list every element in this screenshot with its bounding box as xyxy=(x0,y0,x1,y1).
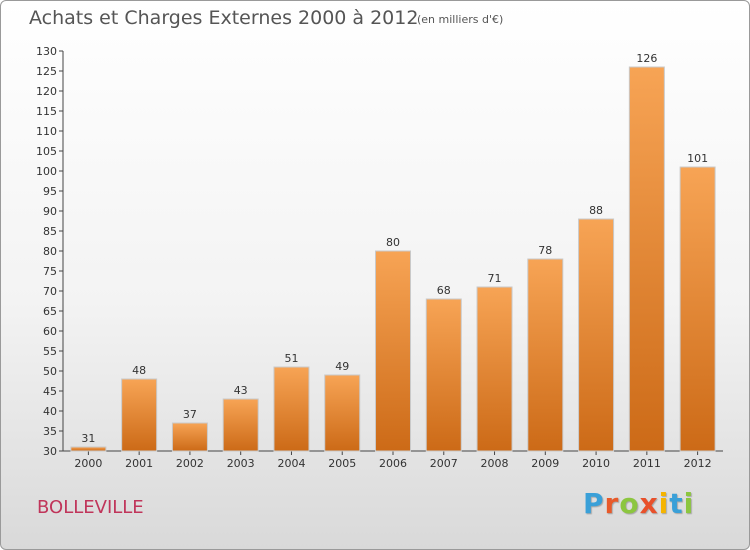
bar xyxy=(679,166,716,452)
logo-letter: i xyxy=(658,487,670,520)
y-tick-label: 85 xyxy=(43,225,57,238)
bar-value-label: 49 xyxy=(335,360,349,373)
bar xyxy=(273,366,310,452)
x-tick-label: 2002 xyxy=(176,457,204,470)
bar-value-label: 88 xyxy=(589,204,603,217)
x-tick-label: 2010 xyxy=(582,457,610,470)
y-tick-label: 130 xyxy=(36,45,57,58)
x-tick-label: 2009 xyxy=(531,457,559,470)
x-tick-label: 2001 xyxy=(125,457,153,470)
bar xyxy=(324,374,361,452)
bar-value-label: 80 xyxy=(386,236,400,249)
y-tick-label: 70 xyxy=(43,285,57,298)
logo-letter: i xyxy=(683,487,695,520)
y-tick-label: 30 xyxy=(43,445,57,458)
bar-value-label: 78 xyxy=(538,244,552,257)
commune-name: BOLLEVILLE xyxy=(37,497,144,518)
bar-value-label: 43 xyxy=(234,384,248,397)
y-tick-label: 115 xyxy=(36,105,57,118)
y-tick-label: 90 xyxy=(43,205,57,218)
chart-subtitle: (en milliers d'€) xyxy=(417,13,504,26)
y-tick-label: 55 xyxy=(43,345,57,358)
y-tick-label: 65 xyxy=(43,305,57,318)
y-tick-label: 50 xyxy=(43,365,57,378)
y-tick-label: 95 xyxy=(43,185,57,198)
bar xyxy=(578,218,615,452)
chart-title: Achats et Charges Externes 2000 à 2012 xyxy=(29,7,419,29)
logo-letter: o xyxy=(619,487,640,520)
x-tick-label: 2000 xyxy=(74,457,102,470)
logo-letter: t xyxy=(669,487,684,520)
y-tick-label: 75 xyxy=(43,265,57,278)
bar-value-label: 37 xyxy=(183,408,197,421)
bar xyxy=(375,250,411,452)
bar-value-label: 48 xyxy=(132,364,146,377)
x-tick-label: 2003 xyxy=(227,457,255,470)
bar xyxy=(425,298,462,452)
bar-value-label: 126 xyxy=(636,52,657,65)
x-tick-label: 2012 xyxy=(684,457,712,470)
x-tick-label: 2011 xyxy=(633,457,661,470)
logo-letter: r xyxy=(604,487,620,520)
bar xyxy=(222,398,259,452)
bar xyxy=(476,286,513,452)
bar xyxy=(527,258,564,452)
x-tick-label: 2008 xyxy=(481,457,509,470)
x-tick-label: 2004 xyxy=(277,457,305,470)
bar xyxy=(628,66,665,452)
bar-value-label: 31 xyxy=(81,432,95,445)
x-tick-label: 2005 xyxy=(328,457,356,470)
y-tick-label: 120 xyxy=(36,85,57,98)
bar xyxy=(171,422,208,452)
proxiti-logo: Proxiti xyxy=(583,487,694,520)
y-tick-label: 60 xyxy=(43,325,57,338)
x-tick-label: 2006 xyxy=(379,457,407,470)
y-tick-label: 35 xyxy=(43,425,57,438)
bar-value-label: 68 xyxy=(437,284,451,297)
bar xyxy=(70,446,107,452)
y-tick-label: 80 xyxy=(43,245,57,258)
y-tick-label: 100 xyxy=(36,165,57,178)
bar-value-label: 51 xyxy=(284,352,298,365)
bar xyxy=(121,378,158,452)
y-tick-label: 105 xyxy=(36,145,57,158)
y-tick-label: 40 xyxy=(43,405,57,418)
y-tick-label: 125 xyxy=(36,65,57,78)
y-tick-label: 110 xyxy=(36,125,57,138)
logo-letter: x xyxy=(639,487,659,520)
bar-value-label: 71 xyxy=(488,272,502,285)
logo-letter: P xyxy=(583,487,605,520)
x-tick-label: 2007 xyxy=(430,457,458,470)
y-tick-label: 45 xyxy=(43,385,57,398)
bar-value-label: 101 xyxy=(687,152,708,165)
